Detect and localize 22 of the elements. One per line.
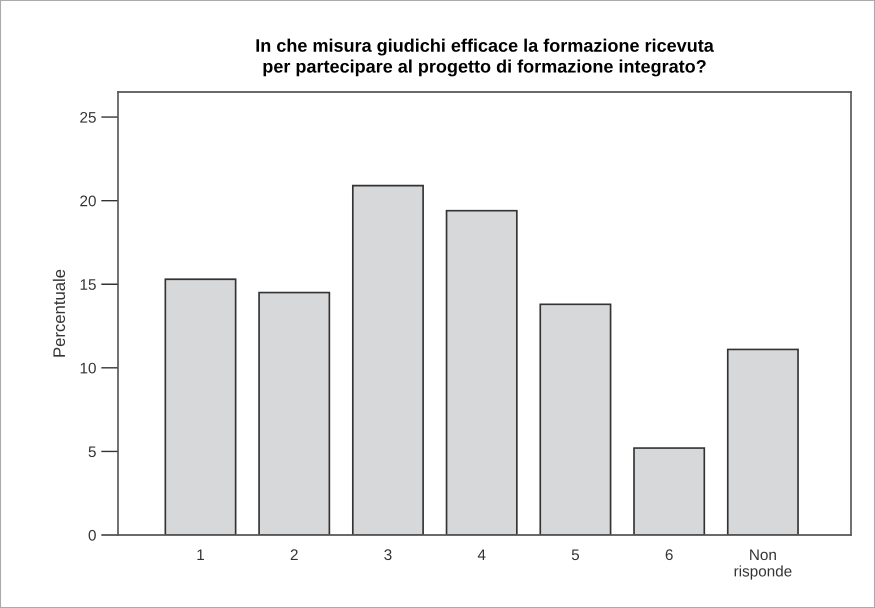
bar [258,292,330,535]
chart-title: In che misura giudichi efficace la formazione ricevuta per partecipare al progetto di formazione integrato? [256,38,714,76]
y-tick-label: 0 [88,530,96,541]
x-tick-label: 2 [290,549,298,560]
y-axis-title: Percentuale [52,270,66,357]
bar [633,447,706,535]
y-tick-label: 25 [80,112,96,123]
bar [539,303,612,535]
y-tick-label: 10 [80,362,96,374]
x-tick-label: Non risponde [734,549,792,580]
bar [164,278,236,535]
bar [446,210,518,535]
x-tick-label: 4 [478,549,486,560]
bar [352,184,424,535]
x-tick-label: 1 [197,549,204,560]
y-tick-label: 15 [80,279,96,290]
bar [726,348,799,535]
x-tick-label: 3 [384,549,392,560]
x-tick-label: 5 [572,549,580,560]
x-tick-label: 6 [666,549,673,560]
y-tick-label: 5 [88,446,96,458]
y-tick-label: 20 [80,196,96,206]
